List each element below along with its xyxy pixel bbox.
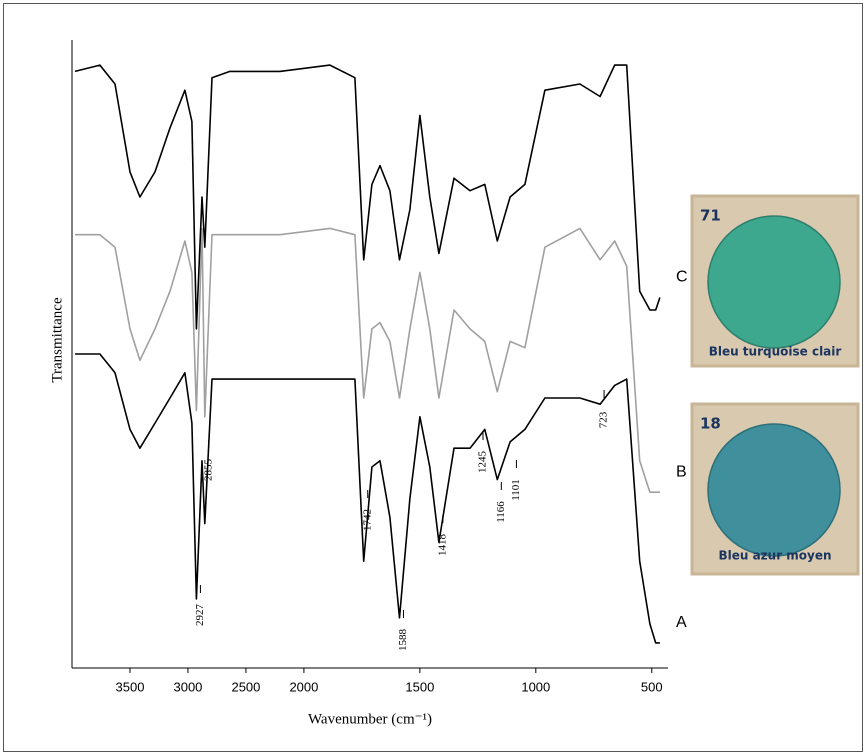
x-tick-label: 2500	[231, 679, 260, 694]
spectrum-line	[75, 353, 660, 644]
x-tick-label: 3500	[116, 679, 145, 694]
swatch: 18 Bleu azur moyen	[690, 402, 860, 576]
frame	[3, 3, 863, 752]
spectrum-line	[74, 64, 661, 330]
x-tick-label: 500	[641, 679, 663, 694]
peak-label: 2927	[194, 604, 206, 627]
x-tick-label: 1000	[521, 679, 550, 694]
series-label: A	[676, 614, 687, 631]
spectrum-line	[75, 227, 660, 493]
swatch-number: 18	[700, 415, 721, 433]
y-axis-label: Transmittance	[49, 297, 65, 383]
x-tick-label: 2000	[289, 679, 318, 694]
peak-label: 1418	[436, 534, 448, 557]
peak-label: 1101	[510, 479, 522, 501]
series-label: B	[676, 463, 687, 480]
swatch-number: 71	[700, 207, 721, 225]
peak-label: 1245	[477, 451, 489, 474]
series-label: C	[676, 269, 688, 286]
swatch-disc	[707, 215, 841, 349]
swatch-border	[690, 194, 860, 368]
x-tick-label: 1500	[405, 679, 434, 694]
peak-label: 1742	[361, 509, 373, 531]
x-axis-label: Wavenumber (cm⁻¹)	[308, 711, 432, 727]
peak-label: 723	[598, 411, 610, 428]
peak-label: 1166	[495, 501, 507, 523]
swatch-border	[690, 402, 860, 576]
swatch: 71 Bleu turquoise clair	[690, 194, 860, 368]
x-tick-label: 3000	[173, 679, 202, 694]
swatch-caption: Bleu turquoise clair	[709, 345, 842, 359]
swatch-disc	[707, 423, 841, 557]
swatch-caption: Bleu azur moyen	[718, 549, 831, 563]
peak-label: 2855	[202, 459, 214, 482]
peak-label: 1588	[397, 629, 409, 652]
